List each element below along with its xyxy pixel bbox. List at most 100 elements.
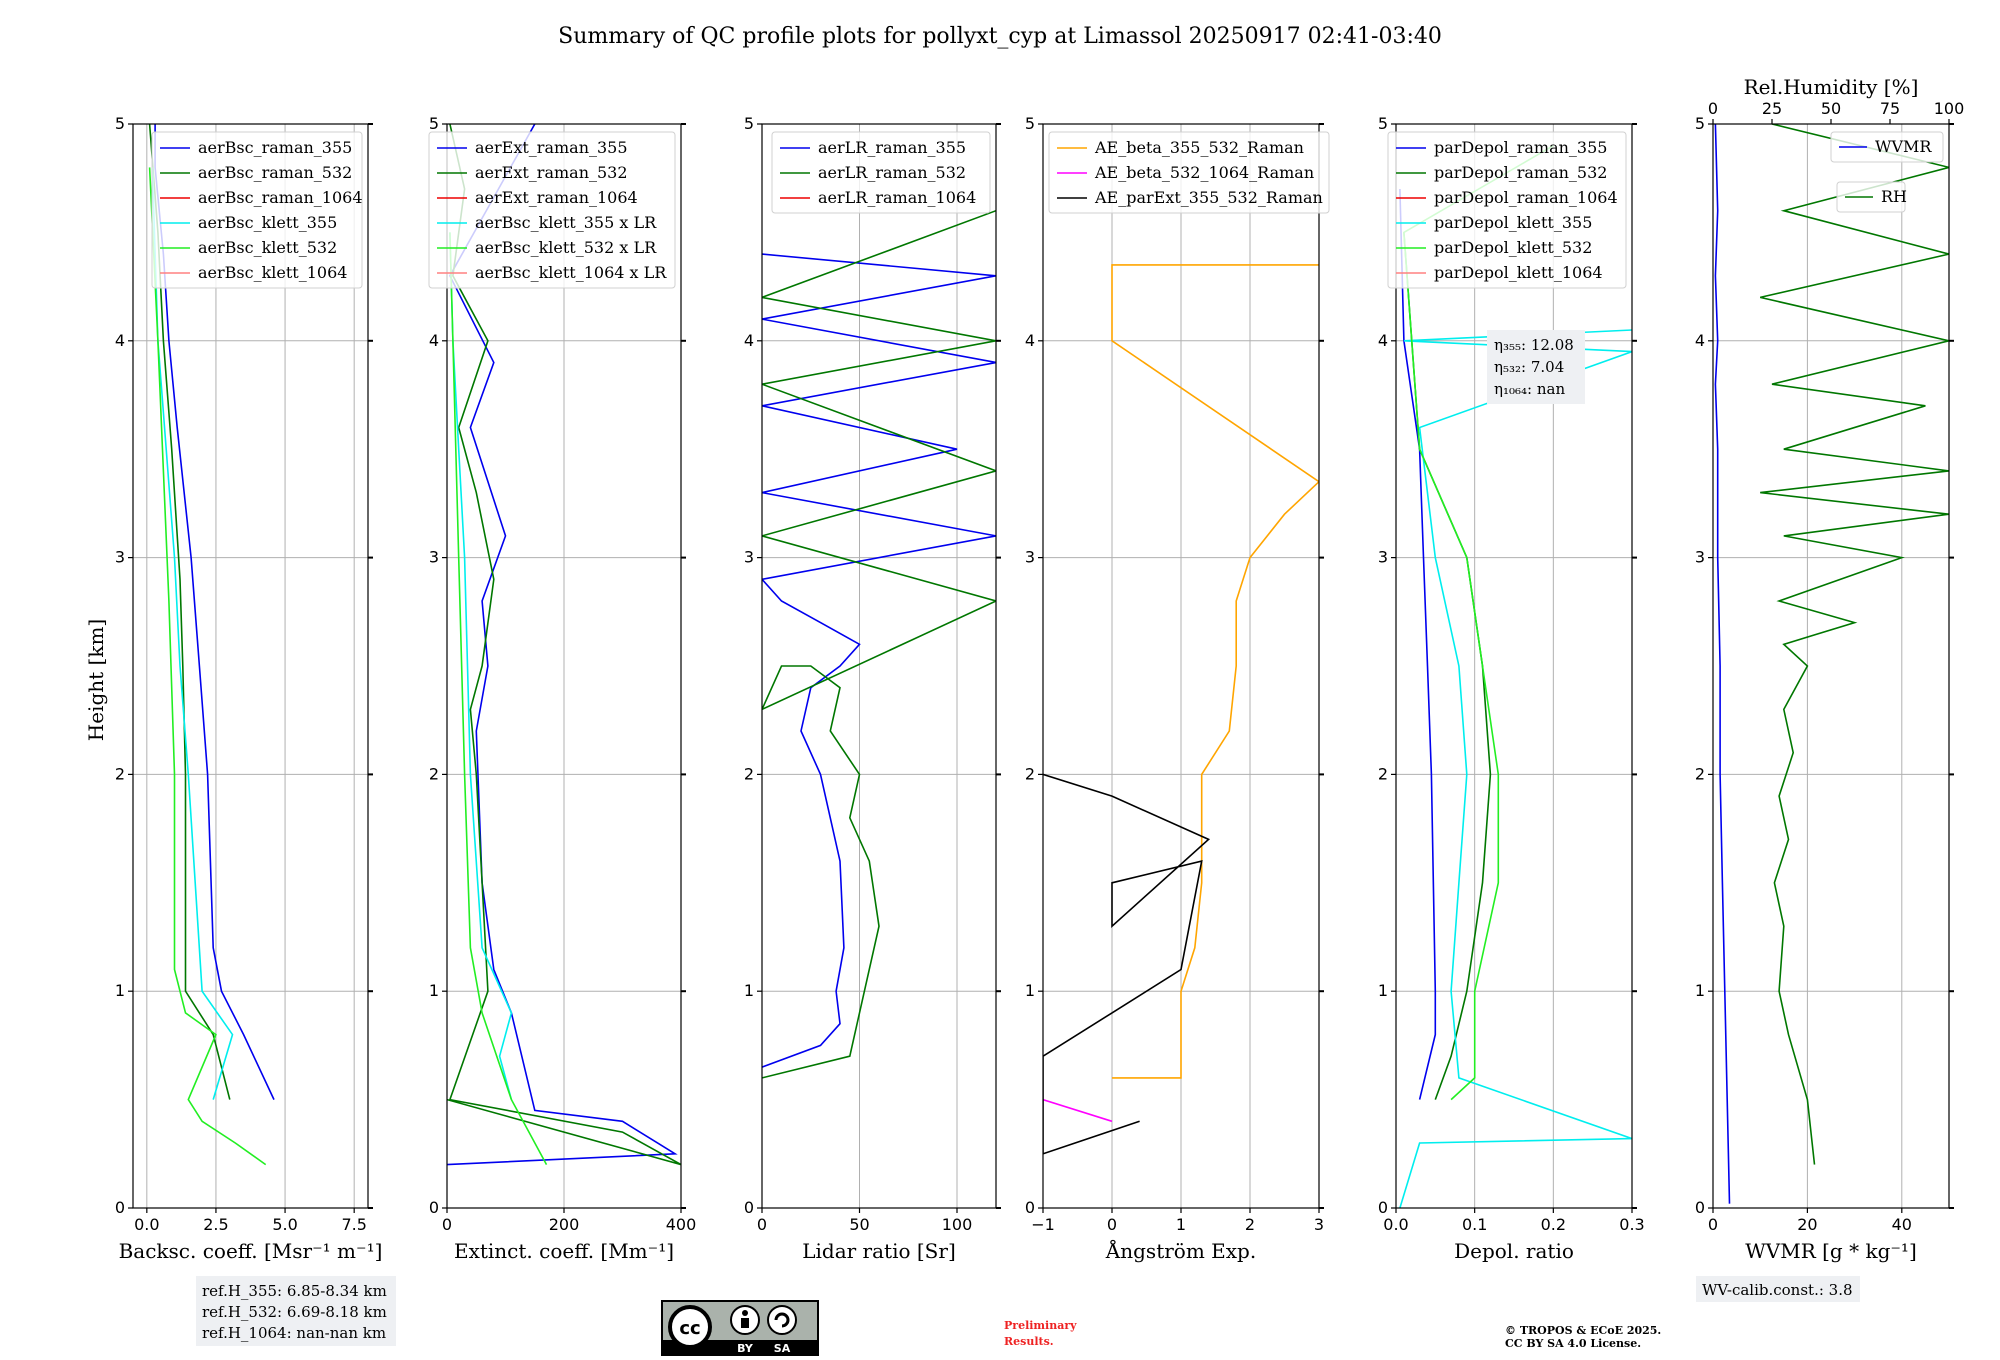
legend-entry: parDepol_klett_355: [1434, 213, 1592, 232]
x-tick-label: 7.5: [341, 1215, 366, 1234]
eta-annotation-box: η₃₅₅: 12.08 η₅₃₂: 7.04 η₁₀₆₄: nan: [1487, 330, 1585, 404]
x-tick-label: 0: [442, 1215, 452, 1234]
y-tick-label: 2: [1025, 764, 1035, 783]
y-tick-label: 1: [115, 981, 125, 1000]
eta-355: η₃₅₅: 12.08: [1494, 336, 1574, 354]
y-tick-label: 1: [744, 981, 754, 1000]
legend-entry: parDepol_klett_1064: [1434, 263, 1603, 282]
x-axis-label: Backsc. coeff. [Msr⁻¹ m⁻¹]: [119, 1239, 383, 1263]
y-tick-label: 0: [1025, 1198, 1035, 1217]
y-tick-label: 0: [429, 1198, 439, 1217]
y-tick-label: 1: [1695, 981, 1705, 1000]
legend-entry: aerBsc_raman_1064: [198, 188, 363, 207]
axes-frame: [761, 123, 997, 1209]
legend-entry: aerBsc_klett_355 x LR: [475, 213, 657, 232]
panel-depol: 0 1 2 3 4 5 0.0 0.1 0.2 0.3 Depol. ratio parDepol_r…: [1378, 114, 1645, 1263]
series-line-aerlr-raman-532: [762, 209, 996, 1079]
legend-entry: aerBsc_klett_1064: [198, 263, 347, 282]
eta-532: η₅₃₂: 7.04: [1494, 358, 1564, 376]
legend-entry: aerBsc_klett_532 x LR: [475, 238, 657, 257]
legend-entry: aerBsc_klett_1064 x LR: [475, 263, 667, 282]
panel-extinction: 0 1 2 3 4 5 0 200 400 Extinct. coeff. [Mm⁻¹] aerEx…: [428, 114, 696, 1263]
x-tick-label: 100: [942, 1215, 973, 1234]
x-tick-label: 0.1: [1462, 1215, 1487, 1234]
series-line-ae-parext-355-532-raman: [1043, 773, 1211, 1155]
legend-box: [151, 131, 363, 289]
y-tick-label: 0: [1695, 1198, 1705, 1217]
y-tick-label: 4: [115, 331, 125, 350]
x-tick-label: 0.0: [134, 1215, 159, 1234]
x-tick-label: 0.2: [1541, 1215, 1566, 1234]
y-tick-label: 3: [115, 548, 125, 567]
y-tick-label: 5: [429, 114, 439, 133]
y-tick-label: 0: [744, 1198, 754, 1217]
y-tick-label: 4: [744, 331, 754, 350]
legend-entry: aerBsc_raman_355: [198, 138, 352, 157]
legend-entry: parDepol_raman_532: [1434, 163, 1607, 182]
series-line-aerbsc-klett-355: [151, 167, 234, 1100]
y-tick-label: 2: [429, 764, 439, 783]
x-tick-label: 20: [1797, 1215, 1817, 1234]
legend-entry: AE_parExt_355_532_Raman: [1094, 188, 1323, 207]
y-tick-label: 4: [1025, 331, 1035, 350]
legend-entry: parDepol_raman_355: [1434, 138, 1607, 157]
y-tick-label: 3: [1025, 548, 1035, 567]
x-tick-label: 0: [1708, 1215, 1718, 1234]
x-tick-label: 5.0: [272, 1215, 297, 1234]
legend-entry: aerLR_raman_355: [818, 138, 966, 157]
x-tick-label: 2.5: [203, 1215, 228, 1234]
series-line-pardepol-raman-355: [1399, 188, 1437, 1100]
x2-axis-label: Rel.Humidity [%]: [1744, 75, 1919, 99]
y-tick-label: 5: [1695, 114, 1705, 133]
legend-entry: AE_beta_355_532_Raman: [1094, 138, 1304, 157]
panel-backscatter: 0 1 2 3 4 5 0.0 2.5 5.0 7.5 Backsc. coeff. [Msr⁻¹ …: [115, 114, 383, 1263]
y-tick-label: 5: [744, 114, 754, 133]
copyright-line-2: CC BY SA 4.0 License.: [1505, 1337, 1641, 1350]
series-line-ae-beta-532-1064-raman: [1043, 1098, 1113, 1123]
x-tick-label: 3: [1314, 1215, 1324, 1234]
series-line-pardepol-klett-355: [1399, 329, 1632, 1208]
x-tick-label: 2: [1245, 1215, 1255, 1234]
legend-entry: aerExt_raman_355: [475, 138, 628, 157]
x-tick-label: −1: [1031, 1215, 1055, 1234]
x-tick-label: 0: [757, 1215, 767, 1234]
y-tick-label: 3: [429, 548, 439, 567]
y-tick-label: 5: [1025, 114, 1035, 133]
series-group: [447, 124, 681, 1166]
y-tick-label: 4: [1695, 331, 1705, 350]
y-axis-label: Height [km]: [84, 619, 108, 741]
series-line-aerbsc-klett-355-x-lr: [449, 232, 513, 1100]
y-tick-label: 2: [1378, 764, 1388, 783]
legend-entry: aerExt_raman_532: [475, 163, 628, 182]
series-line-ae-beta-355-532-raman: [1111, 264, 1319, 1079]
y-tick-label: 0: [1378, 1198, 1388, 1217]
y-tick-label: 5: [1378, 114, 1388, 133]
legend-entry: aerBsc_raman_532: [198, 163, 352, 182]
axes-frame: [1395, 123, 1633, 1209]
y-tick-label: 1: [1378, 981, 1388, 1000]
x-tick-label: 0.0: [1383, 1215, 1408, 1234]
legend-entry: WVMR: [1875, 137, 1932, 156]
legend-entry: AE_beta_532_1064_Raman: [1094, 163, 1314, 182]
x-axis-label: WVMR [g * kg⁻¹]: [1745, 1239, 1917, 1263]
series-line-aerext-raman-532: [447, 124, 681, 1166]
x2-tick-label: 75: [1880, 99, 1900, 118]
legend-entry: aerExt_raman_1064: [475, 188, 638, 207]
wv-calib-const: WV-calib.const.: 3.8: [1702, 1281, 1853, 1299]
x-tick-label: 200: [549, 1215, 580, 1234]
figure-title: Summary of QC profile plots for pollyxt_…: [558, 24, 1442, 49]
x-tick-label: 50: [849, 1215, 869, 1234]
series-line-aerbsc-klett-532-x-lr: [449, 232, 548, 1165]
legend-box: [771, 131, 991, 214]
series-group: [1043, 264, 1319, 1155]
x-axis-label: Ångström Exp.: [1105, 1238, 1256, 1263]
reference-heights-box: ref.H_355: 6.85-8.34 km ref.H_532: 6.69-…: [196, 1276, 396, 1346]
cc-by-sa-icon: cc BY SA: [661, 1300, 819, 1356]
x-axis-label: Extinct. coeff. [Mm⁻¹]: [454, 1239, 674, 1263]
y-tick-label: 1: [429, 981, 439, 1000]
preliminary-line-1: Preliminary: [1004, 1319, 1077, 1332]
legend-entry: aerLR_raman_1064: [818, 188, 976, 207]
